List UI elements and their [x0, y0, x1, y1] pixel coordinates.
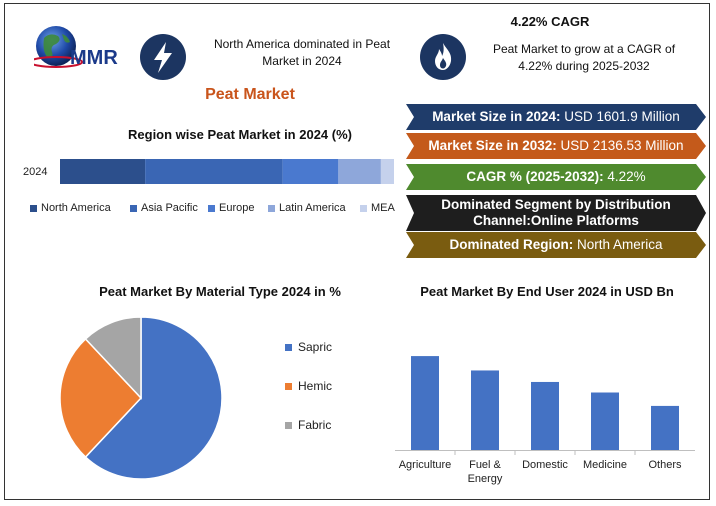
region-chart-title: Region wise Peat Market in 2024 (%): [128, 127, 352, 142]
legend-swatch: [285, 344, 292, 352]
legend-swatch: [130, 204, 137, 212]
logo-text: MMR: [70, 47, 118, 69]
stat-banner-label: Dominated Region:: [449, 237, 574, 252]
stat-banner-label: Dominated Segment by Distribution Channe…: [441, 197, 671, 228]
stat-banner-label: CAGR % (2025-2032):: [466, 169, 604, 184]
region-legend-item: North America: [30, 202, 111, 214]
region-stacked-bar: [60, 159, 394, 184]
region-bar-category: 2024: [23, 166, 48, 178]
stat-banner: Market Size in 2024: USD 1601.9 Million: [406, 104, 706, 130]
region-bar-segment: [145, 159, 283, 184]
region-bar-segment: [380, 159, 394, 184]
region-legend-item: Asia Pacific: [130, 202, 198, 214]
x-tick-label: Domestic: [522, 459, 568, 471]
legend-label: Hemic: [298, 379, 333, 393]
legend-swatch: [208, 204, 215, 212]
legend-label: Latin America: [279, 202, 346, 214]
mmr-logo: MMR: [29, 22, 134, 82]
pie-slice: [84, 316, 223, 480]
stat-banner: Dominated Segment by Distribution Channe…: [406, 195, 706, 231]
legend-label: Asia Pacific: [141, 202, 198, 214]
enduser-bar: [591, 392, 619, 450]
material-pie-chart: [59, 316, 223, 480]
legend-swatch: [30, 204, 37, 212]
legend-swatch: [285, 383, 292, 391]
stat-banner-value: USD 1601.9 Million: [560, 109, 680, 124]
region-legend-item: Europe: [208, 202, 254, 214]
stat-banner-value: USD 2136.53 Million: [556, 138, 684, 153]
stat-banner-label: Market Size in 2024:: [432, 109, 561, 124]
legend-swatch: [268, 204, 275, 212]
legend-label: Fabric: [298, 418, 332, 432]
stat-banner: Dominated Region: North America: [406, 232, 706, 258]
material-legend: Sapric Hemic Fabric: [285, 340, 385, 450]
pie-slice: [59, 337, 143, 459]
stat-banner: Market Size in 2032: USD 2136.53 Million: [406, 133, 706, 159]
x-tick-label: Fuel & Energy: [468, 459, 503, 485]
headline-dominance: North America dominated in Peat Market i…: [213, 37, 391, 68]
flame-icon: [420, 34, 466, 80]
x-tick-label: Agriculture: [399, 459, 452, 471]
material-legend-item: Sapric: [285, 340, 332, 354]
material-legend-item: Fabric: [285, 418, 331, 432]
stat-banner-label: Market Size in 2032:: [428, 138, 557, 153]
material-legend-item: Hemic: [285, 379, 332, 393]
legend-swatch: [285, 422, 292, 430]
lightning-icon: [140, 34, 186, 80]
enduser-chart-title: Peat Market By End User 2024 in USD Bn: [420, 284, 674, 299]
cagr-title: 4.22% CAGR: [510, 14, 590, 29]
x-tick-label: Others: [648, 459, 682, 471]
legend-label: North America: [41, 202, 111, 214]
material-chart-title: Peat Market By Material Type 2024 in %: [99, 284, 341, 299]
page-title: Peat Market: [205, 86, 295, 103]
enduser-bar-chart: Agriculture Fuel & Energy Domestic Medicine O…: [395, 356, 695, 485]
legend-swatch: [360, 204, 367, 212]
legend-label: Europe: [219, 202, 255, 214]
region-legend-item: Latin America: [268, 202, 346, 214]
region-legend-item: MEA: [360, 202, 395, 214]
legend-label: MEA: [371, 202, 395, 214]
headline-cagr: Peat Market to grow at a CAGR of 4.22% d…: [492, 42, 676, 73]
infographic-frame: [4, 3, 710, 500]
region-bar-segment: [60, 159, 146, 184]
enduser-bar: [411, 356, 439, 450]
pie-slice: [84, 316, 142, 400]
region-bar-segment: [282, 159, 339, 184]
stat-banner-value: 4.22%: [603, 169, 646, 184]
x-tick-label: Medicine: [583, 459, 627, 471]
legend-label: Sapric: [298, 340, 333, 354]
enduser-bar: [531, 381, 559, 450]
region-bar-segment: [338, 159, 381, 184]
region-legend: North America Asia Pacific Europe Latin Ame…: [30, 202, 410, 218]
enduser-bar: [651, 405, 679, 450]
enduser-bar: [471, 370, 499, 450]
stat-banner-value: North America: [573, 237, 663, 252]
stat-banner: CAGR % (2025-2032): 4.22%: [406, 164, 706, 190]
